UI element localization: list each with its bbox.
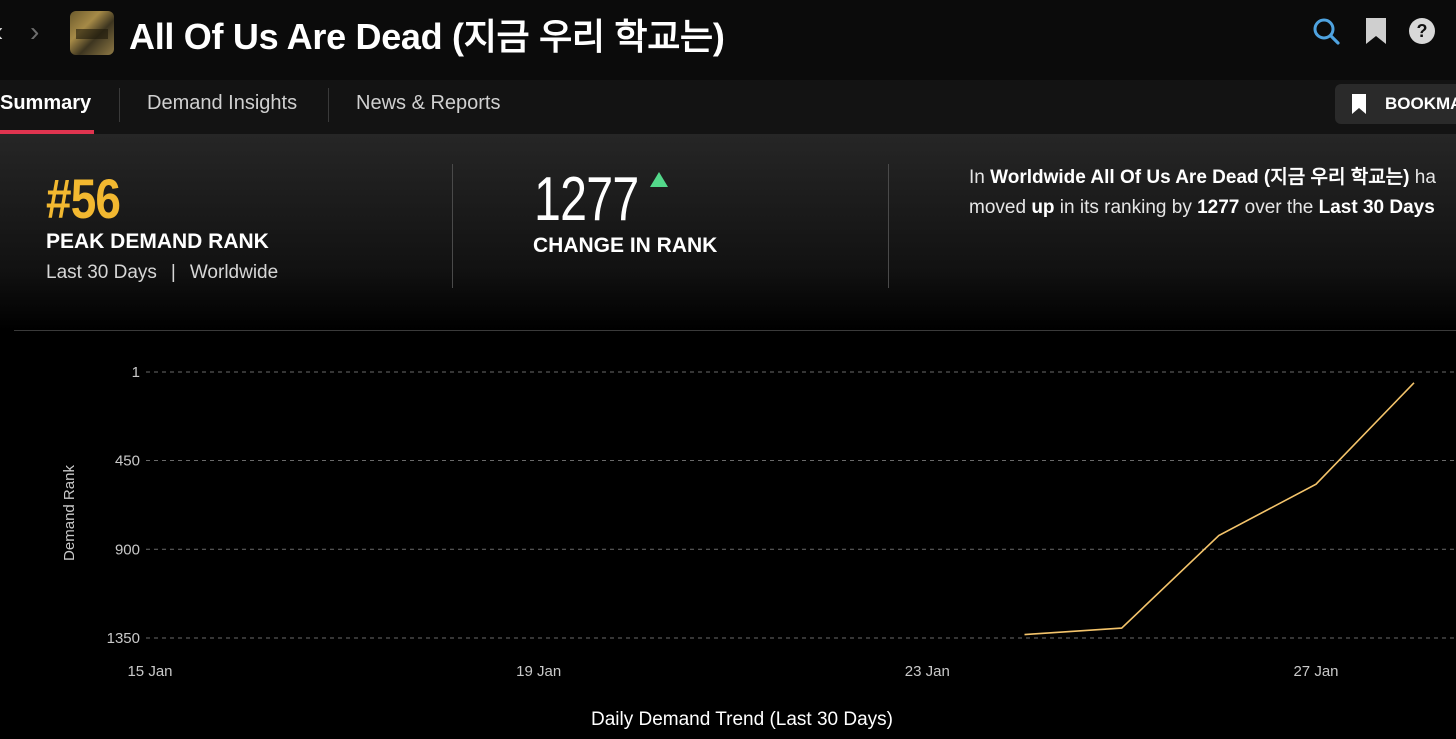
description-text: moved bbox=[969, 197, 1032, 218]
tab-bar bbox=[0, 80, 1456, 134]
active-tab-indicator bbox=[0, 130, 94, 134]
page-title: All Of Us Are Dead (지금 우리 학교는) bbox=[129, 16, 725, 57]
section-divider bbox=[14, 330, 1456, 331]
title-thumbnail bbox=[70, 11, 114, 55]
y-tick-label: 1350 bbox=[107, 630, 140, 647]
stats-panel bbox=[0, 134, 1456, 330]
separator: | bbox=[170, 262, 176, 283]
demand-trend-svg: 1 450 900 1350 15 Jan 19 Jan 23 Jan 27 Jan Dem… bbox=[61, 364, 1456, 730]
tab-summary[interactable]: Summary bbox=[0, 92, 92, 114]
demand-rank-line bbox=[1024, 382, 1415, 636]
x-axis-label: Daily Demand Trend (Last 30 Days) bbox=[591, 709, 893, 730]
stats-divider bbox=[452, 164, 453, 288]
stats-divider bbox=[888, 164, 889, 288]
rank-description: In Worldwide All Of Us Are Dead (지금 우리 학… bbox=[969, 163, 1456, 223]
back-arrow-icon[interactable]: ‹ bbox=[0, 16, 3, 48]
description-line-1: In Worldwide All Of Us Are Dead (지금 우리 학… bbox=[969, 163, 1456, 193]
tab-demand-insights[interactable]: Demand Insights bbox=[147, 92, 298, 114]
bookmark-icon bbox=[1352, 94, 1366, 114]
grid-layer bbox=[146, 371, 1456, 639]
description-bold: Worldwide All Of Us Are Dead (지금 우리 학교는) bbox=[990, 167, 1410, 188]
peak-rank-subtitle: Last 30 Days | Worldwide bbox=[46, 262, 278, 284]
x-tick-labels: 15 Jan 19 Jan 23 Jan 27 Jan bbox=[127, 663, 1338, 680]
top-bar bbox=[0, 0, 1456, 80]
demand-trend-chart: 1 450 900 1350 15 Jan 19 Jan 23 Jan 27 Jan Dem… bbox=[0, 331, 1456, 739]
tab-news-reports[interactable]: News & Reports bbox=[356, 92, 501, 114]
y-axis-title: Demand Rank bbox=[61, 465, 78, 561]
forward-arrow-icon[interactable]: › bbox=[30, 16, 40, 47]
description-text: in its ranking by bbox=[1054, 197, 1198, 218]
tab-divider bbox=[328, 88, 329, 122]
search-icon[interactable] bbox=[1311, 16, 1341, 46]
description-bold: Last 30 Days bbox=[1318, 197, 1435, 218]
description-text: In bbox=[969, 167, 991, 188]
description-line-2: moved up in its ranking by 1277 over the… bbox=[969, 193, 1456, 223]
change-in-rank-value: 1277 bbox=[534, 165, 639, 234]
bookmark-icon[interactable] bbox=[1361, 16, 1391, 46]
region-label: Worldwide bbox=[189, 262, 279, 283]
description-text: ha bbox=[1409, 167, 1436, 188]
y-tick-label: 1 bbox=[132, 364, 140, 381]
peak-rank-label: PEAK DEMAND RANK bbox=[46, 230, 269, 253]
help-icon[interactable]: ? bbox=[1407, 16, 1437, 46]
change-in-rank-label: CHANGE IN RANK bbox=[533, 234, 718, 257]
description-bold: up bbox=[1031, 197, 1055, 218]
description-text: over the bbox=[1239, 197, 1319, 218]
svg-text:?: ? bbox=[1417, 21, 1428, 41]
tab-divider bbox=[119, 88, 120, 122]
x-tick-label: 23 Jan bbox=[905, 663, 950, 680]
up-arrow-icon bbox=[650, 172, 668, 187]
period-label: Last 30 Days bbox=[46, 262, 157, 283]
y-tick-label: 900 bbox=[115, 541, 140, 558]
y-tick-labels: 1 450 900 1350 bbox=[107, 364, 140, 647]
peak-rank-value: #56 bbox=[46, 167, 121, 230]
description-bold: 1277 bbox=[1197, 197, 1240, 218]
x-tick-label: 27 Jan bbox=[1293, 663, 1338, 680]
series-layer bbox=[1024, 382, 1415, 636]
bookmark-button[interactable]: BOOKMA bbox=[1335, 84, 1456, 124]
y-tick-label: 450 bbox=[115, 453, 140, 470]
x-tick-label: 15 Jan bbox=[127, 663, 172, 680]
bookmark-button-label: BOOKMA bbox=[1385, 94, 1456, 113]
x-tick-label: 19 Jan bbox=[516, 663, 561, 680]
